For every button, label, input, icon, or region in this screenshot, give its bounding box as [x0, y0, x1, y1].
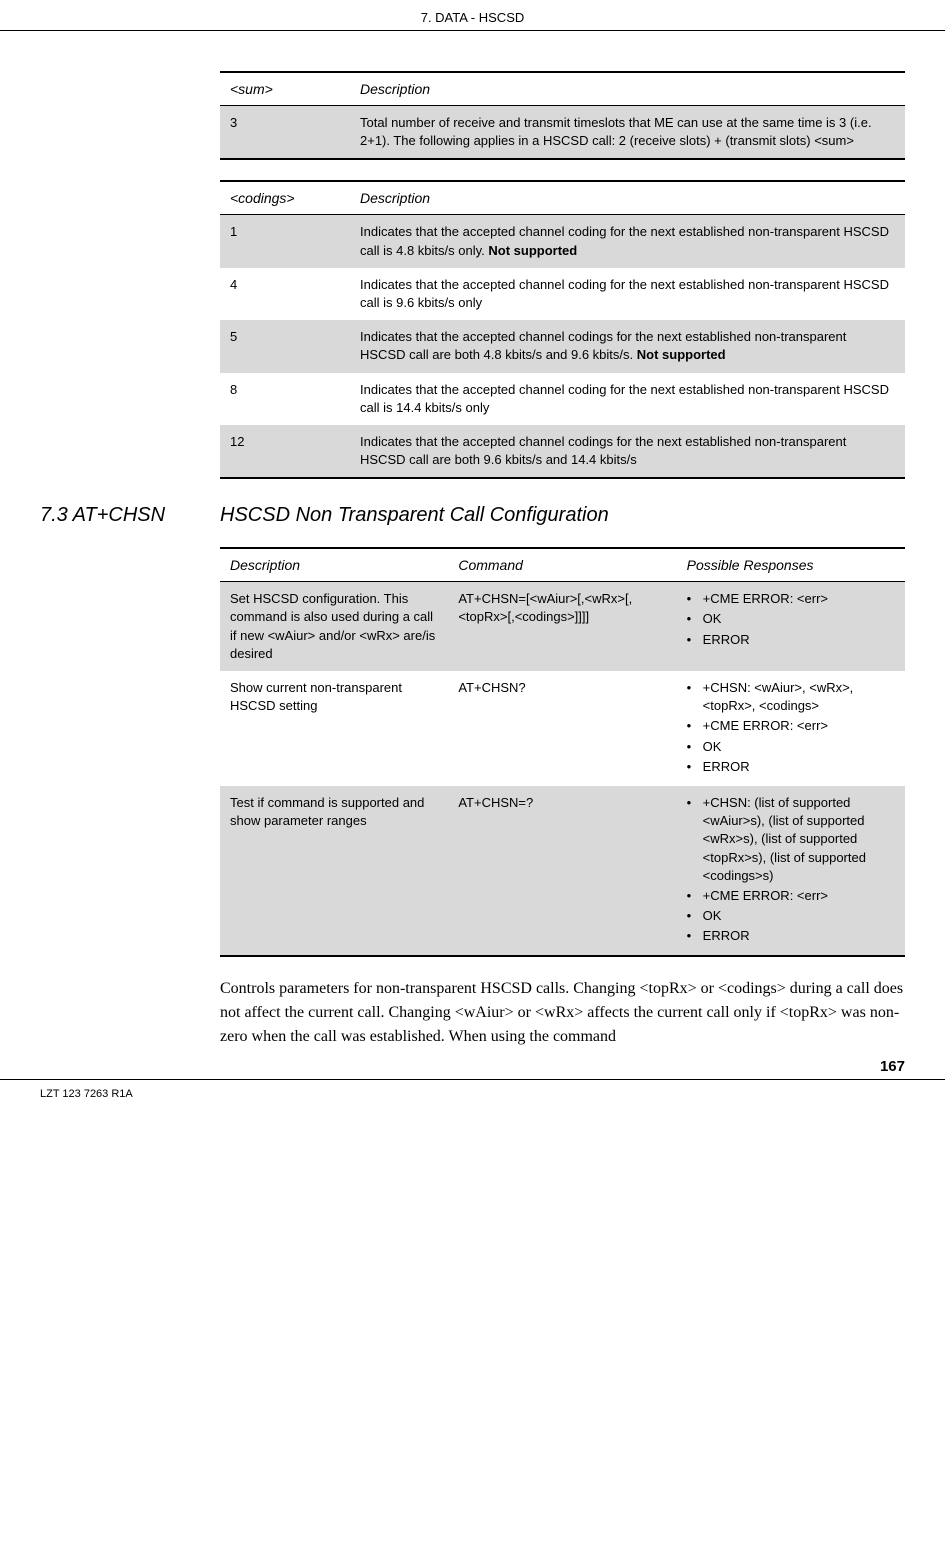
- codings-value: 4: [220, 268, 350, 320]
- codings-desc: Indicates that the accepted channel codi…: [350, 373, 905, 425]
- table-header-row: <codings> Description: [220, 181, 905, 215]
- response-item: ERROR: [687, 927, 895, 945]
- table-row: 3 Total number of receive and transmit t…: [220, 106, 905, 160]
- footer-doc-id: LZT 123 7263 R1A: [40, 1088, 133, 1100]
- codings-table-wrapper: <codings> Description 1Indicates that th…: [220, 180, 905, 479]
- page-header: 7. DATA - HSCSD: [0, 0, 945, 31]
- codings-value: 1: [220, 215, 350, 268]
- cmd-responses: +CME ERROR: <err> OK ERROR: [677, 582, 905, 671]
- response-item: ERROR: [687, 631, 895, 649]
- cmd-desc: Show current non-transparent HSCSD setti…: [220, 671, 448, 786]
- responses-list: +CME ERROR: <err> OK ERROR: [687, 590, 895, 649]
- codings-desc: Indicates that the accepted channel codi…: [350, 425, 905, 478]
- table-row: Test if command is supported and show pa…: [220, 786, 905, 957]
- cmd-header-col3: Possible Responses: [677, 548, 905, 582]
- codings-value: 8: [220, 373, 350, 425]
- table-row: 1Indicates that the accepted channel cod…: [220, 215, 905, 268]
- sum-header-col2: Description: [350, 72, 905, 106]
- table-row: Show current non-transparent HSCSD setti…: [220, 671, 905, 786]
- codings-value: 5: [220, 320, 350, 372]
- sum-desc: Total number of receive and transmit tim…: [350, 106, 905, 160]
- codings-table: <codings> Description 1Indicates that th…: [220, 180, 905, 479]
- response-item: +CME ERROR: <err>: [687, 590, 895, 608]
- codings-header-col2: Description: [350, 181, 905, 215]
- sum-value: 3: [220, 106, 350, 160]
- command-table-wrapper: Description Command Possible Responses S…: [220, 547, 905, 957]
- not-supported-label: Not supported: [637, 347, 726, 362]
- page-number: 167: [880, 1058, 905, 1075]
- main-content: <sum> Description 3 Total number of rece…: [0, 71, 945, 479]
- response-item: ERROR: [687, 758, 895, 776]
- codings-desc: Indicates that the accepted channel codi…: [350, 268, 905, 320]
- response-item: OK: [687, 738, 895, 756]
- main-content-2: Description Command Possible Responses S…: [0, 547, 945, 1049]
- not-supported-label: Not supported: [488, 243, 577, 258]
- responses-list: +CHSN: (list of supported <wAiur>s), (li…: [687, 794, 895, 946]
- table-row: 5Indicates that the accepted channel cod…: [220, 320, 905, 372]
- command-table: Description Command Possible Responses S…: [220, 547, 905, 957]
- response-item: +CME ERROR: <err>: [687, 887, 895, 905]
- sum-table-wrapper: <sum> Description 3 Total number of rece…: [220, 71, 905, 160]
- cmd-header-col2: Command: [448, 548, 676, 582]
- table-header-row: <sum> Description: [220, 72, 905, 106]
- cmd-responses: +CHSN: (list of supported <wAiur>s), (li…: [677, 786, 905, 957]
- table-row: 4Indicates that the accepted channel cod…: [220, 268, 905, 320]
- sum-header-col1: <sum>: [220, 72, 350, 106]
- cmd-desc: Test if command is supported and show pa…: [220, 786, 448, 957]
- page-footer: 167 LZT 123 7263 R1A: [0, 1079, 945, 1108]
- cmd-desc: Set HSCSD configuration. This command is…: [220, 582, 448, 671]
- section-heading: 7.3 AT+CHSN HSCSD Non Transparent Call C…: [0, 504, 945, 527]
- cmd-responses: +CHSN: <wAiur>, <wRx>, <topRx>, <codings…: [677, 671, 905, 786]
- table-row: 12Indicates that the accepted channel co…: [220, 425, 905, 478]
- cmd-header-col1: Description: [220, 548, 448, 582]
- body-paragraph: Controls parameters for non-transparent …: [220, 977, 905, 1049]
- table-row: 8Indicates that the accepted channel cod…: [220, 373, 905, 425]
- cmd-command: AT+CHSN=?: [448, 786, 676, 957]
- codings-desc: Indicates that the accepted channel codi…: [350, 320, 905, 372]
- cmd-command: AT+CHSN?: [448, 671, 676, 786]
- responses-list: +CHSN: <wAiur>, <wRx>, <topRx>, <codings…: [687, 679, 895, 776]
- response-item: +CHSN: (list of supported <wAiur>s), (li…: [687, 794, 895, 885]
- codings-desc: Indicates that the accepted channel codi…: [350, 215, 905, 268]
- sum-table: <sum> Description 3 Total number of rece…: [220, 71, 905, 160]
- codings-header-col1: <codings>: [220, 181, 350, 215]
- section-number: 7.3 AT+CHSN: [40, 504, 220, 527]
- response-item: OK: [687, 907, 895, 925]
- response-item: +CHSN: <wAiur>, <wRx>, <topRx>, <codings…: [687, 679, 895, 715]
- response-item: +CME ERROR: <err>: [687, 717, 895, 735]
- codings-value: 12: [220, 425, 350, 478]
- table-row: Set HSCSD configuration. This command is…: [220, 582, 905, 671]
- section-title: HSCSD Non Transparent Call Configuration: [220, 504, 609, 527]
- header-title: 7. DATA - HSCSD: [421, 10, 525, 25]
- cmd-command: AT+CHSN=[<wAiur>[,<wRx>[,<topRx>[,<codin…: [448, 582, 676, 671]
- table-header-row: Description Command Possible Responses: [220, 548, 905, 582]
- response-item: OK: [687, 610, 895, 628]
